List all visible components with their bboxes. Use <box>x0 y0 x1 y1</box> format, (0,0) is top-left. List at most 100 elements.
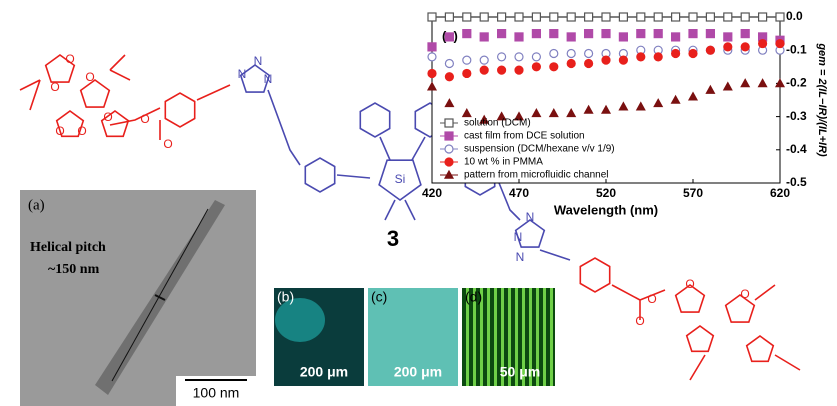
ring <box>687 326 714 351</box>
marker <box>585 30 593 38</box>
marker <box>689 50 697 58</box>
x-tick-label: 420 <box>422 186 442 200</box>
marker <box>689 13 697 21</box>
atom-label: O <box>635 314 644 328</box>
bond <box>268 90 300 165</box>
atom-label: O <box>685 277 694 291</box>
marker <box>463 56 471 64</box>
y-tick-label: -0.1 <box>786 42 807 56</box>
marker <box>602 30 610 38</box>
legend-label: solution (DCM) <box>464 118 531 129</box>
marker <box>619 56 627 64</box>
legend-marker <box>445 119 453 127</box>
atom-label: Si <box>395 172 406 186</box>
legend-label: 10 wt % in PMMA <box>464 157 543 168</box>
marker <box>463 69 471 77</box>
marker <box>672 13 680 21</box>
ring <box>305 158 334 192</box>
note: Helical pitch <box>30 240 106 255</box>
atom-label: O <box>103 110 112 124</box>
marker <box>445 73 453 81</box>
atom-label: O <box>50 80 59 94</box>
marker <box>480 66 488 74</box>
ring <box>580 258 609 292</box>
marker <box>585 50 593 58</box>
legend-label: cast film from DCE solution <box>464 131 585 142</box>
marker <box>706 30 714 38</box>
marker <box>550 13 558 21</box>
y-tick-label: -0.5 <box>786 175 807 189</box>
marker <box>759 40 767 48</box>
atom-label: O <box>740 287 749 301</box>
marker <box>567 50 575 58</box>
marker <box>741 13 749 21</box>
marker <box>428 69 436 77</box>
marker <box>498 66 506 74</box>
marker <box>532 63 540 71</box>
panel-label: (c) <box>371 289 387 305</box>
marker <box>532 13 540 21</box>
legend-label: pattern from microfluidic channel <box>464 170 609 181</box>
marker <box>585 59 593 67</box>
panel-label: (b) <box>277 289 294 305</box>
marker <box>463 30 471 38</box>
atom-label: O <box>77 124 86 138</box>
atom-label: N <box>526 210 535 224</box>
marker <box>585 13 593 21</box>
atom-label: N <box>238 67 247 81</box>
marker <box>741 30 749 38</box>
marker <box>480 13 488 21</box>
chart: 4204705205706200.0-0.1-0.2-0.3-0.4-0.5Wa… <box>422 9 828 217</box>
marker <box>672 50 680 58</box>
scale-label: 200 μm <box>300 364 348 380</box>
marker <box>428 53 436 61</box>
marker <box>724 13 732 21</box>
marker <box>689 30 697 38</box>
y-tick-label: -0.4 <box>786 142 807 156</box>
ring <box>165 93 194 127</box>
marker <box>706 46 714 54</box>
marker <box>550 63 558 71</box>
marker <box>515 13 523 21</box>
marker <box>463 13 471 21</box>
marker <box>672 33 680 41</box>
stripe <box>543 288 546 386</box>
x-tick-label: 520 <box>596 186 616 200</box>
marker <box>498 53 506 61</box>
panel-label: (a) <box>28 197 45 213</box>
atom-label: O <box>163 137 172 151</box>
marker <box>602 13 610 21</box>
atom-label: N <box>514 230 523 244</box>
marker <box>619 33 627 41</box>
marker <box>532 30 540 38</box>
marker <box>550 30 558 38</box>
marker <box>445 33 453 41</box>
figure: 3 (a) Helical pitch ~150 nm 100 nm (b) 2… <box>0 0 837 406</box>
scale-label: 100 nm <box>193 385 240 401</box>
marker <box>637 53 645 61</box>
marker <box>759 13 767 21</box>
marker <box>741 43 749 51</box>
stripe <box>494 288 497 386</box>
marker <box>445 59 453 67</box>
atom-label: O <box>85 70 94 84</box>
x-axis-label: Wavelength (nm) <box>554 202 658 217</box>
compound-number: 3 <box>387 226 399 251</box>
marker <box>776 13 784 21</box>
marker <box>498 30 506 38</box>
marker <box>724 33 732 41</box>
marker <box>480 33 488 41</box>
bond <box>540 250 570 260</box>
marker <box>445 13 453 21</box>
marker <box>637 13 645 21</box>
bond <box>20 55 160 125</box>
atom-label: N <box>254 54 263 68</box>
atom-label: O <box>65 52 74 66</box>
marker <box>515 33 523 41</box>
marker <box>567 13 575 21</box>
legend-marker <box>445 158 453 166</box>
y-tick-label: -0.2 <box>786 76 807 90</box>
atom-label: O <box>55 124 64 138</box>
stripe <box>550 288 553 386</box>
stripe <box>487 288 490 386</box>
